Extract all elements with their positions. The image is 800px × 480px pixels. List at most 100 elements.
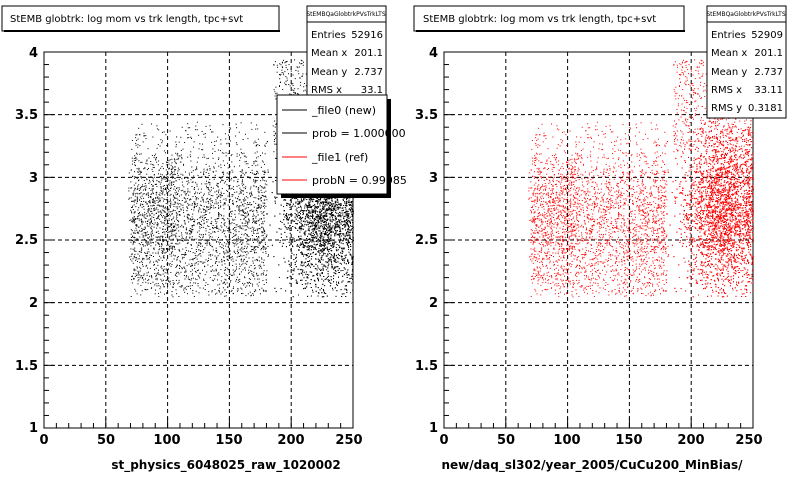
scatter-point: [245, 212, 247, 214]
scatter-point: [259, 241, 261, 243]
scatter-point: [167, 161, 169, 163]
scatter-point: [147, 238, 149, 239]
scatter-point: [155, 244, 157, 246]
scatter-point: [244, 276, 245, 278]
scatter-point: [197, 192, 199, 194]
scatter-point: [236, 239, 238, 241]
scatter-point: [201, 224, 203, 226]
scatter-point: [145, 233, 146, 235]
scatter-point: [228, 214, 230, 216]
scatter-point: [141, 123, 143, 125]
scatter-point: [190, 244, 192, 245]
scatter-point: [195, 182, 197, 184]
scatter-point: [172, 230, 174, 232]
scatter-point: [173, 226, 175, 228]
scatter-point: [217, 190, 219, 192]
scatter-point: [255, 180, 257, 182]
scatter-point: [143, 132, 145, 134]
scatter-point: [195, 238, 197, 240]
scatter-point: [163, 249, 164, 251]
scatter-point: [211, 207, 213, 208]
scatter-point: [231, 236, 233, 238]
scatter-point: [147, 243, 149, 245]
scatter-point: [176, 187, 178, 189]
scatter-point: [242, 179, 243, 181]
scatter-point: [156, 237, 158, 239]
scatter-point: [204, 274, 206, 276]
scatter-point: [220, 205, 222, 207]
scatter-point: [210, 186, 212, 188]
scatter-point: [158, 292, 159, 294]
scatter-point: [179, 260, 181, 262]
scatter-point: [202, 143, 203, 145]
scatter-point: [187, 198, 189, 200]
scatter-point: [187, 123, 189, 125]
scatter-point: [263, 229, 265, 231]
scatter-point: [222, 204, 224, 206]
scatter-point: [252, 274, 254, 276]
scatter-point: [134, 160, 136, 162]
scatter-point: [134, 201, 136, 203]
scatter-point: [186, 233, 188, 235]
scatter-point: [254, 221, 256, 223]
scatter-point: [150, 196, 152, 198]
scatter-point: [209, 169, 211, 171]
scatter-point: [165, 203, 167, 205]
scatter-point: [133, 269, 135, 271]
scatter-point: [139, 193, 141, 195]
scatter-point: [191, 278, 193, 280]
scatter-point: [150, 214, 152, 216]
scatter-point: [194, 203, 196, 205]
scatter-point: [182, 248, 184, 250]
scatter-point: [250, 294, 252, 296]
scatter-point: [190, 160, 192, 162]
scatter-point: [227, 162, 228, 164]
scatter-point: [144, 226, 146, 228]
scatter-point: [199, 233, 201, 235]
scatter-point: [216, 221, 218, 223]
scatter-point: [171, 227, 173, 229]
scatter-point: [144, 229, 146, 230]
scatter-point: [190, 151, 192, 153]
scatter-point: [143, 238, 145, 240]
scatter-point: [213, 280, 214, 282]
scatter-point: [251, 249, 253, 250]
scatter-point: [227, 255, 229, 257]
scatter-point: [153, 234, 155, 236]
scatter-point: [165, 213, 167, 215]
scatter-point: [248, 281, 250, 283]
scatter-point: [146, 234, 148, 236]
scatter-point: [239, 199, 241, 200]
scatter-point: [194, 255, 196, 257]
scatter-point: [223, 230, 225, 232]
scatter-point: [223, 208, 225, 210]
scatter-point: [170, 265, 172, 267]
scatter-point: [255, 252, 257, 254]
scatter-point: [132, 217, 134, 219]
scatter-point: [202, 208, 204, 210]
scatter-point: [232, 171, 234, 173]
scatter-point: [166, 248, 167, 249]
scatter-point: [248, 221, 250, 223]
scatter-point: [166, 225, 168, 227]
scatter-point: [170, 224, 172, 225]
scatter-point: [260, 166, 262, 168]
scatter-point: [180, 161, 182, 163]
scatter-point: [256, 237, 258, 239]
scatter-point: [170, 272, 172, 273]
scatter-point: [253, 227, 255, 229]
scatter-point: [243, 152, 245, 154]
scatter-point: [171, 251, 173, 253]
scatter-point: [257, 198, 259, 200]
scatter-point: [184, 192, 186, 194]
scatter-point: [143, 200, 145, 202]
scatter-point: [215, 220, 216, 222]
scatter-point: [255, 197, 257, 199]
scatter-point: [263, 259, 265, 261]
scatter-point: [185, 254, 187, 256]
scatter-point: [140, 268, 142, 270]
scatter-point: [254, 238, 256, 240]
scatter-point: [163, 221, 165, 223]
scatter-point: [156, 232, 158, 233]
scatter-point: [238, 268, 240, 270]
